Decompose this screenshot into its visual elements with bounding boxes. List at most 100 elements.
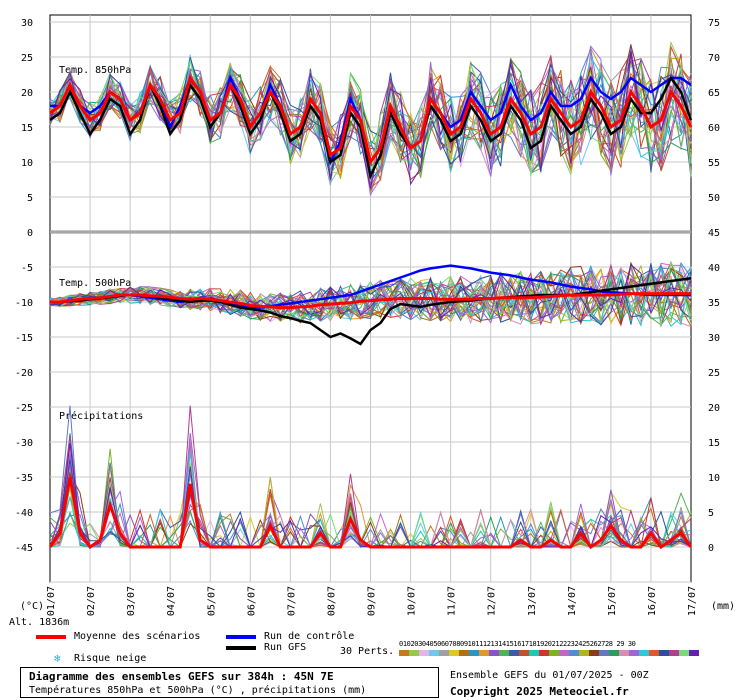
- y-tick-right: 70: [708, 53, 720, 64]
- legend-gfs-label: Run GFS: [264, 642, 307, 653]
- y-tick-right: 20: [708, 403, 720, 414]
- legend-mean-swatch: [36, 635, 66, 639]
- perturbation-swatch: [439, 650, 449, 656]
- footer-box: Diagramme des ensembles GEFS sur 384h : …: [20, 667, 439, 698]
- perturbation-swatch: [479, 650, 489, 656]
- y-tick-right: 50: [708, 193, 720, 204]
- perturbation-swatch: [529, 650, 539, 656]
- x-tick: 08/07: [326, 586, 337, 616]
- x-tick: 14/07: [567, 586, 578, 616]
- perturbation-swatch: [539, 650, 549, 656]
- panel-title: Temp. 850hPa: [59, 65, 131, 76]
- legend-gfs-swatch: [226, 646, 256, 650]
- mean-line-500: [50, 292, 691, 310]
- perturbation-swatch: [489, 650, 499, 656]
- perturbation-swatch: [629, 650, 639, 656]
- perturbation-line-850: [49, 57, 692, 173]
- perturbation-swatch: [569, 650, 579, 656]
- x-tick: 04/07: [166, 586, 177, 616]
- perturbation-line-850: [49, 50, 692, 181]
- x-tick: 11/07: [447, 586, 458, 616]
- mean-line-precip: [48, 476, 693, 550]
- x-tick: 16/07: [647, 586, 658, 616]
- perturbation-line-500: [49, 264, 692, 323]
- y-tick-right: 40: [708, 263, 720, 274]
- perturbation-swatch: [579, 650, 589, 656]
- y-tick-left: -20: [15, 368, 33, 379]
- y-tick-right: 10: [708, 473, 720, 484]
- perturbation-swatch: [619, 650, 629, 656]
- legend-control-swatch: [226, 635, 256, 639]
- y-tick-right: 30: [708, 333, 720, 344]
- perturbation-line-precip: [49, 462, 692, 549]
- y-tick-left: -35: [15, 473, 33, 484]
- snow-icon: ❄: [54, 652, 61, 665]
- mean-line-850: [49, 74, 693, 166]
- y-tick-left: -15: [15, 333, 33, 344]
- x-tick: 02/07: [86, 586, 97, 616]
- perturbations-numbers: 0102030405060708091011121314151617181920…: [399, 640, 636, 648]
- perturbation-swatch: [399, 650, 409, 656]
- perturbation-swatch: [549, 650, 559, 656]
- y-tick-right: 35: [708, 298, 720, 309]
- perturbation-swatch: [669, 650, 679, 656]
- perturbation-swatch: [449, 650, 459, 656]
- y-tick-left: 30: [21, 18, 33, 29]
- y-tick-left: -10: [15, 298, 33, 309]
- copyright: Copyright 2025 Meteociel.fr: [450, 685, 629, 698]
- x-tick: 05/07: [206, 586, 217, 616]
- perturbation-swatch: [649, 650, 659, 656]
- perturbation-line-850: [49, 45, 692, 187]
- footer-subtitle: Températures 850hPa et 500hPa (°C) , pré…: [29, 685, 367, 696]
- perturbation-swatch: [509, 650, 519, 656]
- perturbation-swatch: [519, 650, 529, 656]
- panel-title: Temp. 500hPa: [59, 278, 131, 289]
- unit-left: (°C): [20, 601, 44, 612]
- x-tick: 13/07: [527, 586, 538, 616]
- y-tick-right: 5: [708, 508, 714, 519]
- perturbation-swatch: [679, 650, 689, 656]
- perturbation-swatch: [469, 650, 479, 656]
- y-tick-left: -25: [15, 403, 33, 414]
- perturbation-swatch: [689, 650, 699, 656]
- y-tick-left: -45: [15, 543, 33, 554]
- perturbation-line-850: [49, 55, 692, 179]
- x-tick: 17/07: [687, 586, 698, 616]
- perturbation-swatch: [499, 650, 509, 656]
- perturbation-swatch: [419, 650, 429, 656]
- y-tick-left: -40: [15, 508, 33, 519]
- y-tick-left: 10: [21, 158, 33, 169]
- x-tick: 09/07: [367, 586, 378, 616]
- perturbation-line-500: [49, 263, 692, 326]
- unit-right: (mm): [711, 601, 735, 612]
- y-tick-left: 5: [27, 193, 33, 204]
- perturbation-swatch: [659, 650, 669, 656]
- perturbations-label: 30 Perts.: [340, 646, 395, 657]
- run-info: Ensemble GEFS du 01/07/2025 - 00Z: [450, 670, 649, 681]
- x-tick: 07/07: [286, 586, 297, 616]
- perturbation-swatch: [609, 650, 619, 656]
- perturbation-line-500: [49, 266, 692, 327]
- y-tick-right: 45: [708, 228, 720, 239]
- perturbation-line-850: [49, 51, 692, 189]
- gfs-line-850: [49, 75, 693, 180]
- x-tick: 12/07: [487, 586, 498, 616]
- panel-title: Précipitations: [59, 410, 143, 422]
- legend-snow-label: Risque neige: [74, 653, 147, 664]
- perturbation-swatch: [409, 650, 419, 656]
- y-tick-left: 15: [21, 123, 33, 134]
- y-tick-left: 20: [21, 88, 33, 99]
- y-tick-right: 55: [708, 158, 720, 169]
- x-tick: 15/07: [607, 586, 618, 616]
- y-tick-right: 0: [708, 543, 714, 554]
- perturbation-swatch: [589, 650, 599, 656]
- x-tick: 06/07: [246, 586, 257, 616]
- perturbation-swatch: [639, 650, 649, 656]
- control-line-500: [50, 264, 691, 309]
- y-tick-right: 15: [708, 438, 720, 449]
- x-tick: 01/07: [46, 586, 57, 616]
- y-tick-right: 25: [708, 368, 720, 379]
- altitude-label: Alt. 1836m: [9, 617, 70, 628]
- legend-control-label: Run de contrôle: [264, 631, 355, 642]
